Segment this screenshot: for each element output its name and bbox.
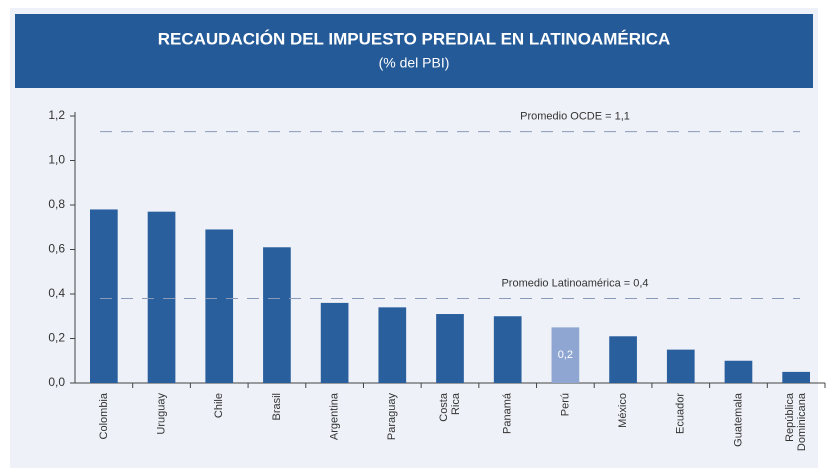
chart-title: RECAUDACIÓN DEL IMPUESTO PREDIAL EN LATI… — [158, 29, 671, 48]
x-tick-label: Panamá — [502, 392, 514, 434]
bar — [147, 211, 176, 383]
bar — [90, 209, 118, 383]
y-tick-label: 0,0 — [48, 375, 65, 389]
bar — [609, 336, 637, 383]
bar — [782, 371, 810, 383]
x-tick-label: Perú — [559, 393, 571, 416]
bar — [320, 302, 349, 383]
y-tick-label: 0,2 — [48, 331, 65, 345]
x-tick-label: RepúblicaDominicana — [784, 392, 808, 451]
chart-subtitle: (% del PBI) — [379, 55, 450, 71]
bar — [551, 327, 580, 383]
x-tick-label: Uruguay — [155, 393, 167, 435]
x-tick-label: Brasil — [271, 393, 283, 421]
bar — [378, 307, 407, 383]
bar — [436, 314, 464, 383]
bar — [724, 360, 753, 383]
x-tick-label: México — [617, 393, 629, 428]
reference-label: Promedio Latinoamérica = 0,4 — [501, 277, 648, 289]
x-tick-label: Colombia — [98, 392, 110, 439]
bar — [666, 349, 695, 383]
title-band — [15, 14, 813, 88]
x-tick-label: Chile — [213, 393, 225, 418]
x-tick-label: Paraguay — [386, 393, 398, 441]
bar — [493, 316, 522, 383]
x-tick-label: Ecuador — [675, 393, 687, 434]
x-tick-label: CostaRica — [438, 392, 462, 422]
value-label: 0,2 — [558, 349, 573, 361]
bar — [205, 229, 234, 383]
y-tick-label: 0,6 — [48, 242, 65, 256]
reference-label: Promedio OCDE = 1,1 — [520, 110, 630, 122]
y-tick-label: 0,4 — [48, 286, 65, 300]
y-tick-label: 0,8 — [48, 197, 65, 211]
x-tick-label: Argentina — [329, 392, 341, 440]
y-tick-label: 1,0 — [48, 153, 65, 167]
bar — [263, 247, 291, 383]
x-tick-label: Guatemala — [732, 392, 744, 447]
y-tick-label: 1,2 — [48, 108, 65, 122]
